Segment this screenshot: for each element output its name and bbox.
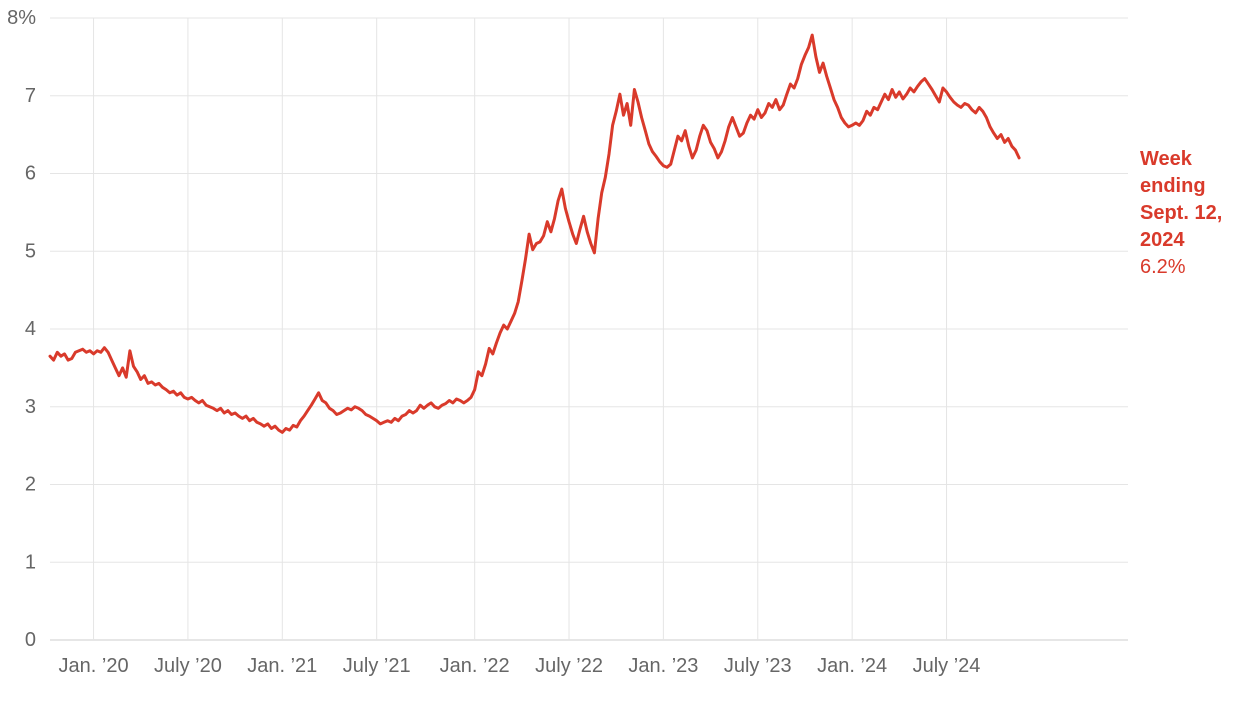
x-axis-tick-label: Jan. ’23	[628, 655, 698, 677]
x-axis-tick-label: July ’21	[343, 655, 411, 677]
x-axis-tick-label: July ’20	[154, 655, 222, 677]
x-axis-tick-label: Jan. ’21	[247, 655, 317, 677]
annotation-line-4: 2024	[1140, 229, 1185, 251]
y-axis-tick-label: 2	[25, 474, 36, 496]
y-axis-tick-label: 8%	[7, 7, 36, 29]
x-axis-tick-label: July ’24	[913, 655, 981, 677]
x-axis-tick-label: Jan. ’24	[817, 655, 887, 677]
y-axis-tick-label: 4	[25, 318, 36, 340]
y-axis-tick-label: 1	[25, 551, 36, 573]
rate-line-chart: 0 1 2 3 4 5 6 7 8% Jan. ’20 July ’20 Jan. ’21 July ’…	[0, 0, 1248, 712]
line-end-annotation: Week ending Sept. 12, 2024 6.2%	[1140, 146, 1222, 281]
x-axis-tick-label: Jan. ’22	[440, 655, 510, 677]
y-axis-tick-label: 0	[25, 629, 36, 651]
y-axis-tick-label: 3	[25, 396, 36, 418]
rate-line	[50, 35, 1019, 432]
chart-svg: 0 1 2 3 4 5 6 7 8% Jan. ’20 July ’20 Jan. ’21 July ’…	[0, 0, 1248, 712]
annotation-line-3: Sept. 12,	[1140, 202, 1222, 224]
annotation-line-1: Week	[1140, 148, 1192, 170]
x-axis-tick-label: Jan. ’20	[59, 655, 129, 677]
y-axis-tick-label: 7	[25, 85, 36, 107]
y-axis-tick-label: 5	[25, 240, 36, 262]
x-axis-tick-label: July ’23	[724, 655, 792, 677]
annotation-value: 6.2%	[1140, 254, 1222, 281]
y-axis-tick-label: 6	[25, 163, 36, 185]
x-axis-tick-label: July ’22	[535, 655, 603, 677]
annotation-line-2: ending	[1140, 175, 1206, 197]
